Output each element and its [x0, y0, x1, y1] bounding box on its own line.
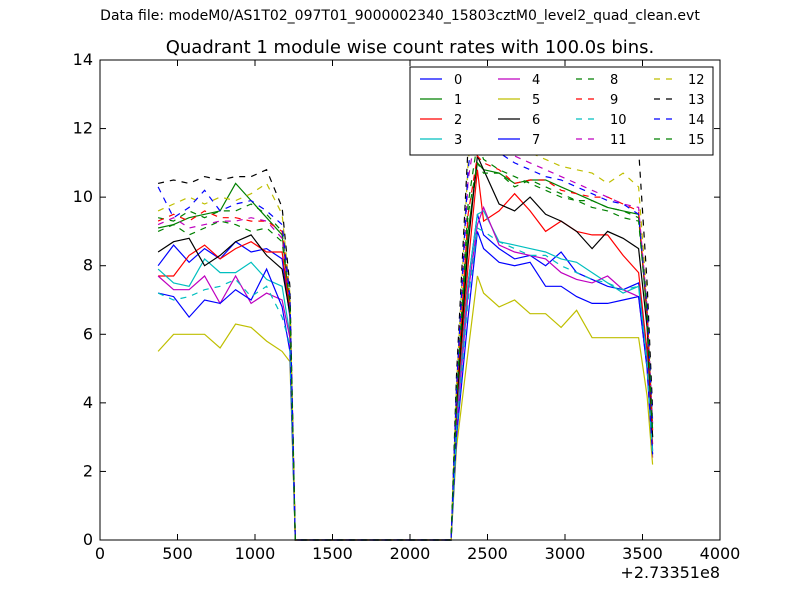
series-line-2 — [158, 169, 654, 541]
legend-label-9: 9 — [610, 93, 618, 108]
legend-label-3: 3 — [454, 133, 462, 148]
y-tick-label: 0 — [83, 530, 93, 549]
figure-suptitle: Data file: modeM0/AS1T02_097T01_90000023… — [100, 8, 700, 24]
legend-label-11: 11 — [610, 133, 627, 148]
series-line-7 — [157, 231, 654, 541]
axis-ticks: 0 500 1000 1500 2000 2500 3000 3500 400002468101… — [73, 50, 741, 563]
chart-title: Quadrant 1 module wise count rates with … — [166, 37, 655, 58]
series-line-3 — [157, 210, 654, 541]
legend-label-6: 6 — [532, 113, 540, 128]
legend-label-4: 4 — [532, 73, 540, 88]
x-tick-label: 3500 — [622, 544, 663, 563]
y-tick-label: 8 — [83, 256, 93, 275]
x-tick-label: 2000 — [390, 544, 431, 563]
series-line-14 — [157, 94, 654, 541]
legend-label-7: 7 — [532, 133, 540, 148]
y-tick-label: 4 — [83, 393, 93, 412]
series-line-8 — [157, 161, 654, 541]
x-tick-label: 2500 — [467, 544, 508, 563]
legend-label-12: 12 — [688, 73, 705, 88]
legend-label-14: 14 — [688, 113, 705, 128]
series-line-15 — [157, 142, 654, 541]
y-tick-label: 14 — [73, 50, 93, 69]
legend-label-15: 15 — [688, 133, 705, 148]
y-tick-label: 10 — [73, 187, 93, 206]
y-tick-label: 2 — [83, 461, 93, 480]
series-line-1 — [157, 161, 654, 541]
legend-frame — [409, 66, 714, 156]
legend-label-1: 1 — [454, 93, 462, 108]
x-tick-label: 1000 — [235, 544, 276, 563]
legend-label-5: 5 — [532, 93, 540, 108]
legend-label-10: 10 — [610, 113, 627, 128]
x-tick-label: 500 — [162, 544, 193, 563]
x-offset-label: +2.73351e8 — [620, 563, 720, 582]
y-tick-label: 12 — [73, 119, 93, 138]
series-line-4 — [157, 205, 654, 541]
y-tick-label: 6 — [83, 324, 93, 343]
series-line-10 — [157, 227, 654, 541]
x-tick-label: 1500 — [312, 544, 353, 563]
series-line-6 — [157, 153, 654, 541]
legend-label-13: 13 — [688, 93, 705, 108]
legend-label-2: 2 — [454, 113, 462, 128]
x-tick-label: 3000 — [545, 544, 586, 563]
series-line-5 — [157, 275, 654, 541]
x-tick-label: 0 — [95, 544, 105, 563]
legend-label-0: 0 — [454, 73, 462, 88]
x-tick-label: 4000 — [700, 544, 741, 563]
series-line-9 — [157, 154, 654, 541]
series-line-11 — [157, 119, 654, 541]
legend-label-8: 8 — [610, 73, 618, 88]
